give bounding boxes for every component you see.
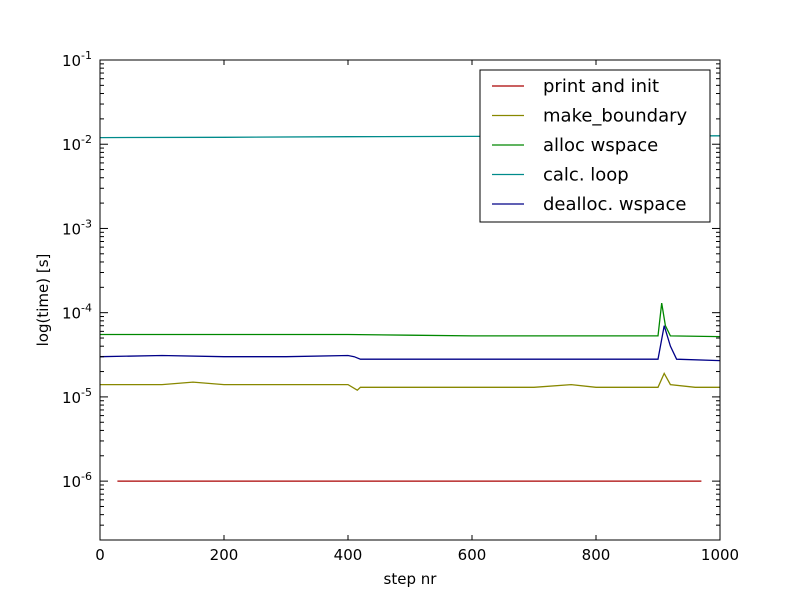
x-tick-label-5: 1000 [701, 546, 739, 564]
x-tick-label-0: 0 [95, 546, 105, 564]
legend-label-0: print and init [543, 76, 659, 97]
x-axis-label: step nr [384, 570, 438, 588]
plot-frame [99, 59, 721, 541]
y-tick-label-0: 10-6 [62, 470, 92, 491]
x-tick-label-1: 200 [210, 546, 239, 564]
x-tick-label-2: 400 [334, 546, 363, 564]
y-tick-label-4: 10-2 [62, 133, 92, 154]
legend-frame [479, 69, 711, 223]
tick-label-layer: 0 200 400 600 800 1000 10-6 10-5 10-4 10-3 10-2 10-… [62, 49, 739, 564]
legend-label-4: dealloc. wspace [543, 194, 686, 215]
series-line-4 [99, 325, 721, 362]
tick-layer [99, 59, 721, 541]
y-tick-label-2: 10-4 [62, 302, 92, 323]
legend-label-3: calc. loop [543, 165, 629, 186]
legend-label-2: alloc wspace [543, 135, 658, 156]
y-axis-label: log(time) [s] [34, 254, 52, 347]
series-line-2 [100, 302, 721, 338]
series-layer [99, 135, 721, 482]
x-tick-label-4: 800 [582, 546, 611, 564]
x-tick-label-3: 600 [458, 546, 487, 564]
y-tick-label-3: 10-3 [62, 217, 92, 238]
legend-label-1: make_boundary [543, 106, 688, 127]
y-tick-label-5: 10-1 [62, 49, 92, 70]
series-line-1 [100, 371, 720, 392]
y-tick-label-1: 10-5 [62, 386, 92, 407]
